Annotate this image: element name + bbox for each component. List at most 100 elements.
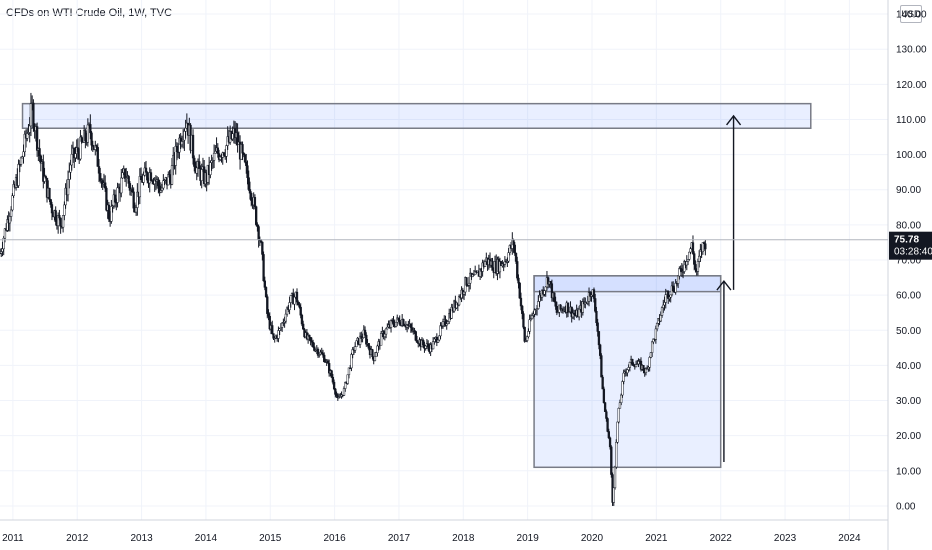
candle-body (222, 152, 226, 156)
candle-body (354, 346, 357, 351)
candle-body (483, 261, 487, 267)
candle-body (662, 304, 665, 308)
candle-body (142, 174, 145, 183)
candle-body (389, 320, 393, 328)
x-tick-label: 2017 (388, 533, 411, 544)
y-tick-label: 100.00 (896, 150, 927, 161)
candle-body (243, 154, 247, 163)
y-tick-label: 30.00 (896, 396, 921, 407)
candle-body (424, 345, 427, 349)
resistance-zone (21, 102, 812, 129)
candle-body (183, 131, 186, 141)
candle-body (245, 161, 248, 166)
y-tick-label: 10.00 (896, 466, 921, 477)
candle-body (550, 283, 554, 299)
candle-body (694, 264, 697, 270)
x-tick-label: 2020 (581, 533, 604, 544)
candle-body (549, 281, 552, 284)
candle-body (293, 296, 296, 305)
candle-body (58, 215, 61, 219)
y-tick-label: 130.00 (896, 45, 927, 56)
candle-body (559, 304, 562, 310)
candle-body (686, 259, 690, 262)
candle-body (613, 466, 617, 489)
candle-body (175, 146, 179, 152)
candle-body (104, 182, 107, 189)
candle-body (247, 177, 250, 190)
candle-body (384, 328, 388, 335)
x-tick-label: 2011 (2, 533, 24, 544)
candle-body (139, 176, 143, 180)
candle-body (225, 145, 228, 157)
candle-body (131, 189, 134, 193)
candle-body (134, 207, 138, 213)
candle-body (22, 151, 25, 157)
candle-body (693, 253, 696, 265)
candle-body (553, 292, 556, 302)
candle-body (471, 274, 474, 277)
candle-body (328, 363, 331, 374)
candle-body (44, 176, 47, 179)
arrow-small-head (716, 279, 732, 291)
y-tick-label: 50.00 (896, 326, 921, 337)
candle-body (660, 307, 664, 316)
candle-body (696, 261, 700, 272)
candle-body (512, 239, 515, 246)
candle-body (685, 261, 688, 266)
candle-body (256, 224, 259, 227)
candle-body (48, 187, 51, 200)
candle-body (280, 322, 284, 328)
candle-body (231, 133, 234, 140)
candle-body (80, 136, 83, 142)
candle-body (95, 145, 98, 148)
candle-body (68, 171, 71, 180)
candle-body (144, 167, 148, 173)
candle-body (308, 334, 311, 338)
candle-body (198, 161, 201, 169)
candle-body (642, 365, 645, 371)
candle-body (162, 180, 165, 189)
candle-body (355, 340, 358, 347)
candle-body (649, 352, 653, 358)
x-tick-label: 2023 (774, 533, 797, 544)
candle-body (271, 325, 274, 334)
candle-body (316, 349, 320, 356)
drawings-layer[interactable] (21, 102, 812, 469)
candle-body (383, 333, 386, 337)
candle-body (414, 331, 417, 341)
candle-body (257, 226, 260, 241)
candle-body (28, 125, 31, 133)
y-tick-label: 20.00 (896, 431, 921, 442)
candle-body (597, 331, 601, 346)
candle-body (262, 254, 265, 282)
candle-body (522, 313, 525, 328)
arrows-layer[interactable] (716, 114, 742, 463)
candle-body (371, 349, 374, 358)
candle-body (209, 162, 212, 175)
x-tick-label: 2012 (66, 533, 89, 544)
support-zone (533, 275, 722, 293)
candle-body (595, 311, 598, 324)
candle-body (678, 268, 681, 277)
candle-body (9, 209, 13, 217)
candle-body (90, 132, 93, 146)
candle-body (66, 179, 70, 196)
x-tick-label: 2022 (710, 533, 733, 544)
candle-body (415, 340, 419, 343)
candle-body (54, 210, 57, 223)
candle-body (439, 325, 442, 337)
candle-body (346, 374, 349, 384)
candle-body (74, 153, 77, 159)
x-tick-label: 2024 (838, 533, 861, 544)
candle-body (299, 306, 302, 316)
candle-body (664, 294, 667, 303)
candle-body (530, 315, 534, 319)
candle-body (242, 152, 245, 156)
candle-body (422, 340, 425, 346)
candle-body (547, 277, 550, 285)
currency-button[interactable]: USD (900, 5, 922, 23)
candle-body (672, 285, 675, 292)
y-tick-label: 110.00 (896, 115, 926, 126)
candle-body (138, 176, 141, 198)
